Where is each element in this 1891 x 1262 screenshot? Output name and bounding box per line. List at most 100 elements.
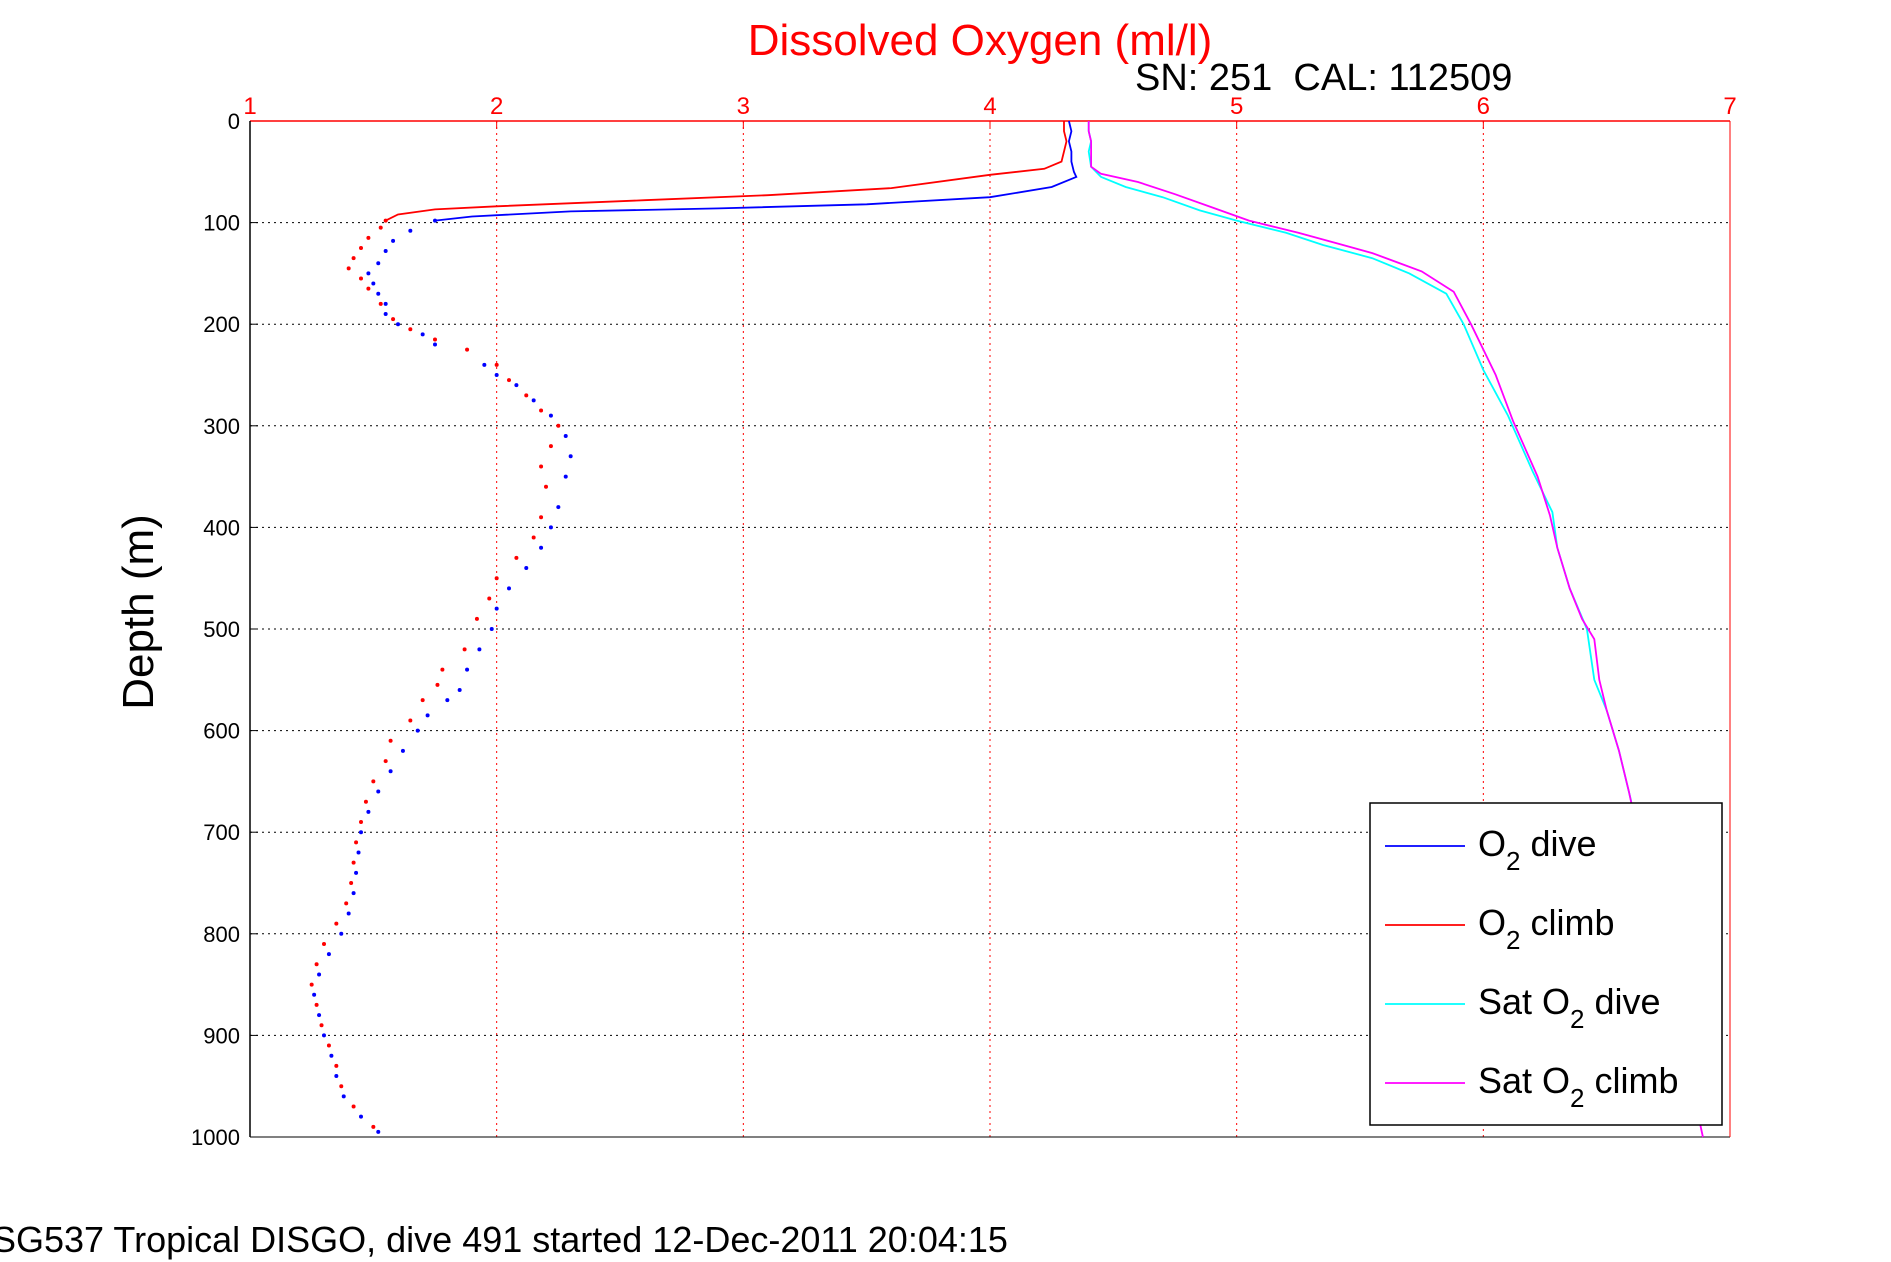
o2_climb-line bbox=[385, 121, 1068, 222]
o2_dive_deep-point bbox=[326, 952, 331, 957]
o2_climb_deep-point bbox=[494, 576, 499, 581]
o2_dive_deep-point bbox=[312, 992, 317, 997]
caption: SG537 Tropical DISGO, dive 491 started 1… bbox=[0, 1219, 1008, 1260]
o2_climb_deep-point bbox=[391, 317, 396, 322]
o2_climb_deep-point bbox=[346, 266, 351, 271]
sat_o2_dive-line bbox=[1087, 121, 1633, 802]
o2_dive_deep-point bbox=[563, 474, 568, 479]
legend-label-rest: climb bbox=[1520, 902, 1614, 943]
o2_climb_deep-point bbox=[383, 759, 388, 764]
o2_dive_deep-point bbox=[339, 931, 344, 936]
o2_dive_deep-point bbox=[400, 748, 405, 753]
legend-label-subscript: 2 bbox=[1570, 1083, 1584, 1113]
o2_dive_deep-point bbox=[334, 1074, 339, 1079]
o2_dive_deep-point bbox=[465, 667, 470, 672]
legend-label-sat_o2_dive: Sat O2 dive bbox=[1478, 981, 1661, 1034]
y-tick-label: 600 bbox=[203, 719, 240, 744]
o2_climb_deep-point bbox=[433, 337, 437, 342]
o2_climb_deep-point bbox=[548, 444, 553, 449]
o2_dive_deep-point bbox=[351, 891, 356, 896]
o2_dive_deep-point bbox=[366, 271, 371, 276]
o2_climb_deep-point bbox=[351, 256, 356, 261]
chart-title: Dissolved Oxygen (ml/l) bbox=[748, 16, 1213, 65]
o2_climb_deep-point bbox=[556, 423, 561, 428]
axes: 1 2 3 4 5 6 7 0 100 200 300 400 500 600 700 800 900 1000 bbox=[191, 93, 1737, 1150]
o2_climb_deep-point bbox=[366, 235, 371, 240]
o2_climb_deep-point bbox=[383, 218, 388, 223]
o2_dive_deep-point bbox=[383, 312, 388, 317]
o2_dive_deep-point bbox=[514, 383, 519, 388]
o2_climb_deep-point bbox=[408, 718, 413, 723]
o2_climb_deep-point bbox=[359, 246, 363, 250]
o2_climb_deep-point bbox=[326, 1043, 331, 1048]
o2_dive_deep-point bbox=[425, 713, 430, 718]
legend-label-subscript: 2 bbox=[1506, 846, 1520, 876]
o2_dive_deep-point bbox=[329, 1053, 334, 1058]
o2_climb_deep-point bbox=[420, 698, 425, 703]
o2_dive_deep-point bbox=[568, 454, 573, 459]
o2_climb_deep-point bbox=[408, 327, 413, 332]
o2_climb_deep-point bbox=[359, 276, 363, 281]
o2_climb_deep-point bbox=[539, 464, 544, 469]
data-series bbox=[309, 120, 1704, 1138]
y-tick-label: 800 bbox=[203, 922, 240, 947]
o2_dive_deep-point bbox=[563, 433, 568, 438]
o2_dive_deep-point bbox=[415, 728, 420, 733]
o2_dive_deep-point bbox=[359, 830, 363, 835]
legend-label-subscript: 2 bbox=[1506, 925, 1520, 955]
legend-label-main: O bbox=[1478, 902, 1506, 943]
o2_dive_deep-point bbox=[356, 850, 361, 855]
o2_dive_deep-point bbox=[433, 342, 437, 347]
o2_dive_deep-point bbox=[556, 505, 561, 510]
o2_dive_deep-point bbox=[420, 332, 425, 337]
o2_climb_deep-point bbox=[314, 962, 319, 967]
o2_climb_deep-point bbox=[539, 408, 544, 413]
o2_dive_deep-point bbox=[359, 1114, 363, 1119]
o2_dive_deep-point bbox=[539, 545, 544, 550]
x-tick-label: 2 bbox=[490, 93, 503, 120]
o2_dive_deep-point bbox=[322, 1033, 326, 1038]
y-tick-label: 300 bbox=[203, 414, 240, 439]
o2_climb_deep-point bbox=[378, 301, 383, 306]
legend-label-subscript: 2 bbox=[1570, 1004, 1584, 1034]
o2_dive_deep-point bbox=[391, 238, 396, 243]
o2_climb_deep-point bbox=[366, 286, 371, 291]
o2_climb_deep-point bbox=[462, 647, 467, 652]
y-axis-label: Depth (m) bbox=[114, 514, 163, 710]
o2_climb_deep-point bbox=[531, 535, 536, 540]
y-tick-label: 1000 bbox=[191, 1125, 240, 1150]
o2_climb_deep-point bbox=[334, 921, 339, 926]
y-tick-label: 700 bbox=[203, 820, 240, 845]
o2_climb_deep-point bbox=[344, 901, 349, 906]
o2_dive_deep-point bbox=[383, 301, 388, 306]
y-tick-label: 500 bbox=[203, 617, 240, 642]
o2_dive_deep-point bbox=[408, 228, 413, 233]
o2_climb_deep-point bbox=[465, 347, 470, 352]
o2_dive_deep-point bbox=[396, 322, 400, 327]
o2_dive-line bbox=[434, 120, 1078, 222]
o2_dive_deep-point bbox=[376, 1129, 381, 1134]
o2_dive_deep-point bbox=[548, 413, 553, 418]
o2_climb_deep-point bbox=[351, 1104, 356, 1109]
o2_dive_deep-point bbox=[445, 698, 450, 703]
legend-label-rest: climb bbox=[1585, 1060, 1679, 1101]
o2_climb_deep-point bbox=[544, 484, 548, 489]
o2_climb_deep-point bbox=[435, 682, 440, 687]
o2_dive_deep-point bbox=[376, 261, 381, 266]
sat_o2_climb-line bbox=[1087, 121, 1704, 1138]
o2_climb_deep-point bbox=[371, 779, 376, 784]
o2_dive_deep-point bbox=[477, 647, 482, 652]
o2_climb_deep-point bbox=[349, 881, 354, 885]
x-tick-label: 4 bbox=[983, 93, 996, 120]
o2_climb_deep-point bbox=[354, 840, 359, 845]
legend-label-sat_o2_climb: Sat O2 climb bbox=[1478, 1060, 1679, 1113]
x-tick-label: 7 bbox=[1723, 93, 1736, 120]
o2_dive_deep-point bbox=[531, 398, 536, 403]
o2_climb_deep-point bbox=[474, 616, 479, 621]
o2_climb_deep-point bbox=[388, 738, 393, 743]
o2_dive_deep-point bbox=[494, 373, 499, 377]
y-tick-label: 100 bbox=[203, 211, 240, 236]
o2_dive_deep-point bbox=[341, 1094, 346, 1099]
y-tick-label: 200 bbox=[203, 312, 240, 337]
